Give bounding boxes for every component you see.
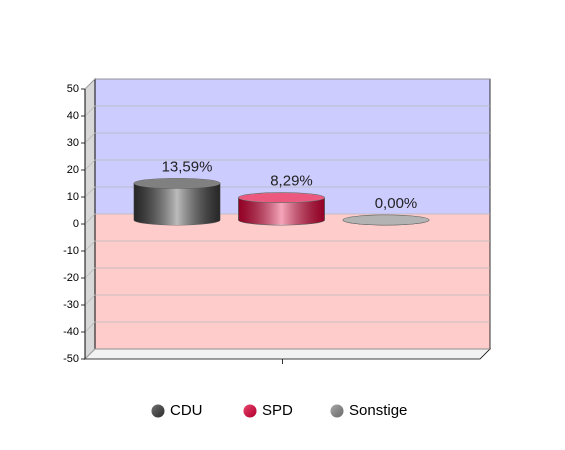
legend-label: CDU <box>170 402 203 419</box>
grid-line <box>84 294 490 306</box>
bar-top <box>133 177 221 189</box>
bar-top <box>238 192 325 203</box>
y-tick-label: 0 <box>73 218 79 230</box>
bar-top <box>342 214 430 226</box>
y-tick-label: -50 <box>63 353 79 365</box>
legend-label: Sonstige <box>349 402 407 419</box>
bar-shade <box>238 197 325 225</box>
bar-top-shade <box>238 192 325 203</box>
value-label: 13,59% <box>162 158 213 175</box>
grid-line <box>84 105 490 117</box>
grid-line <box>84 240 490 252</box>
legend-marker-shade <box>151 404 165 418</box>
floor <box>84 348 491 360</box>
grid-line <box>84 321 490 333</box>
legend-label: SPD <box>262 402 293 419</box>
y-tick-label: -40 <box>63 326 79 338</box>
y-tick-label: 10 <box>67 191 79 203</box>
grid-line <box>84 213 490 225</box>
y-tick-label: 40 <box>67 110 79 122</box>
grid-line <box>84 267 490 279</box>
grid-line <box>84 348 490 360</box>
value-label: 8,29% <box>270 173 313 190</box>
y-tick-label: 50 <box>67 83 79 95</box>
wall-negative <box>95 214 490 349</box>
bar-top-shade <box>134 178 220 189</box>
grid-line <box>84 186 490 198</box>
legend-marker-shade <box>330 404 344 418</box>
y-tick-label: -20 <box>63 272 79 284</box>
value-label: 0,00% <box>375 195 418 212</box>
grid-line <box>84 159 490 171</box>
y-tick-label: 20 <box>67 164 79 176</box>
bar-top-shade <box>343 215 429 225</box>
grid-line <box>84 132 490 144</box>
grid-line <box>84 78 490 90</box>
legend-marker-shade <box>243 404 257 418</box>
y-tick-label: -10 <box>63 245 79 257</box>
bar-shade <box>134 183 220 225</box>
y-tick-label: -30 <box>63 299 79 311</box>
y-tick-label: 30 <box>67 137 79 149</box>
